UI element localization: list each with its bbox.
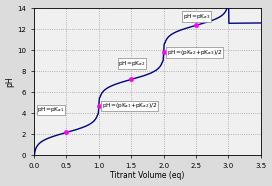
X-axis label: Titrant Volume (eq): Titrant Volume (eq) [110, 171, 185, 180]
Text: pH=pK$_{a1}$: pH=pK$_{a1}$ [37, 105, 65, 114]
Text: pH=(pK$_{a1}$+pK$_{a2}$)/2: pH=(pK$_{a1}$+pK$_{a2}$)/2 [102, 101, 157, 110]
Y-axis label: pH: pH [5, 76, 15, 87]
Text: pH=pK$_{a3}$: pH=pK$_{a3}$ [183, 12, 211, 21]
Text: pH=(pK$_{a2}$+pK$_{a3}$)/2: pH=(pK$_{a2}$+pK$_{a3}$)/2 [167, 48, 222, 57]
Text: pH=pK$_{a2}$: pH=pK$_{a2}$ [118, 59, 146, 68]
